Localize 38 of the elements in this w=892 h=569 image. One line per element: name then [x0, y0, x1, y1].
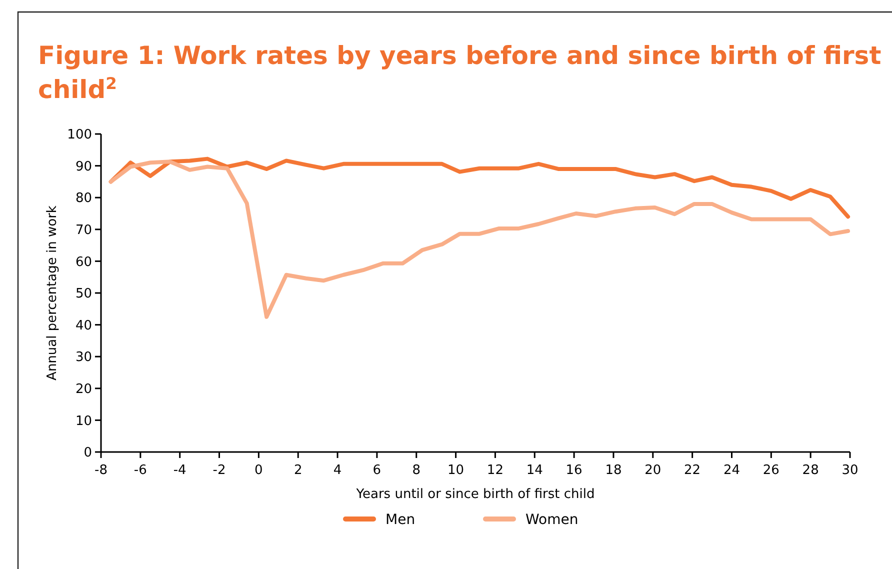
x-tick-label: -4: [173, 463, 186, 478]
x-axis-title: Years until or since birth of first child: [355, 487, 595, 502]
x-tick-label: 14: [526, 463, 543, 478]
x-tick-label: 22: [684, 463, 701, 478]
y-tick-label: 30: [75, 350, 92, 366]
line-series: [108, 160, 850, 319]
y-tick-label: 100: [67, 128, 92, 143]
x-tick-label: 12: [486, 463, 504, 478]
y-tick-label: 60: [75, 254, 92, 270]
x-tick-label: 8: [412, 463, 421, 478]
x-tick-label: 28: [802, 463, 819, 478]
line-series: [108, 156, 850, 219]
legend-label: Men: [386, 512, 416, 528]
y-tick-label: 20: [75, 382, 92, 397]
x-tick-label: 4: [333, 463, 342, 478]
x-tick-label: 30: [842, 463, 858, 478]
x-tick-label: 0: [254, 463, 263, 478]
x-tick-label: 20: [644, 463, 662, 478]
y-axis-title: Annual percentage in work: [45, 205, 60, 380]
y-tick-label: 0: [84, 446, 92, 461]
x-tick-label: 16: [566, 463, 582, 478]
x-tick-label: 26: [762, 463, 780, 478]
y-tick-label: 10: [75, 414, 92, 429]
x-tick-label: 18: [605, 463, 622, 478]
chart-title: Figure 1: Work rates by years before and since birth of first child$^{2}$: [38, 41, 882, 104]
x-tick-label: 10: [448, 463, 464, 478]
y-tick-label: 70: [75, 222, 92, 238]
y-tick-label: 40: [75, 318, 92, 334]
x-tick-label: -8: [94, 463, 108, 478]
x-tick-label: 24: [723, 463, 740, 478]
x-tick-label: 2: [294, 463, 302, 478]
x-tick-label: -6: [134, 463, 147, 478]
y-tick-label: 80: [75, 191, 92, 206]
x-tick-label: 6: [372, 463, 382, 478]
legend-label: Women: [526, 512, 578, 528]
y-tick-label: 90: [75, 159, 92, 174]
x-tick-label: -2: [212, 463, 226, 478]
y-tick-label: 50: [75, 286, 92, 302]
